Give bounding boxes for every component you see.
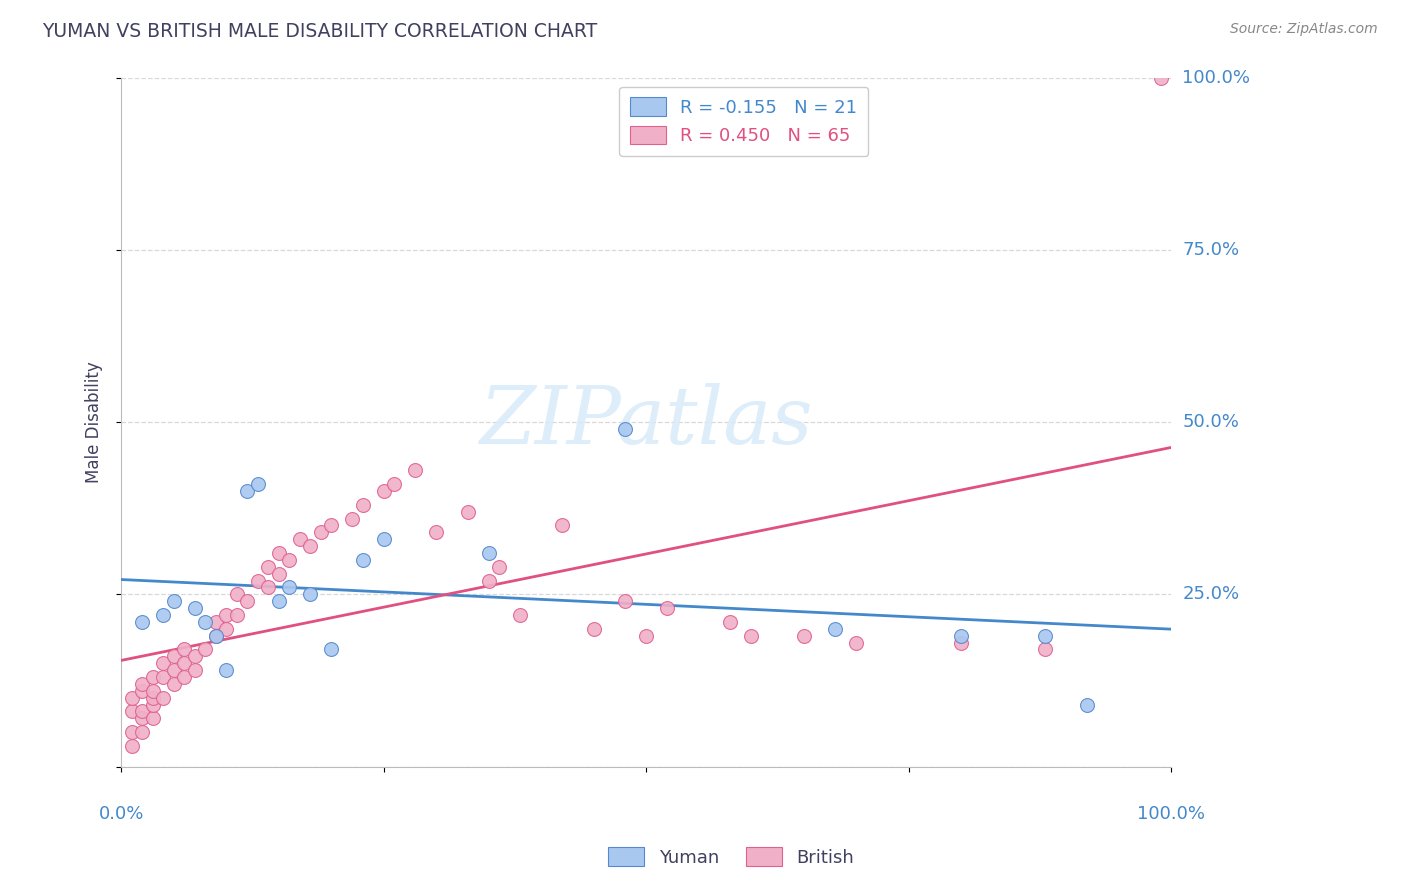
Point [142,670,165,684]
Point [194,615,217,629]
Point [131,705,153,719]
Point [373,532,395,546]
Point [152,690,174,705]
Point [142,698,165,712]
Point [551,518,574,533]
Point [215,622,238,636]
Point [614,594,637,608]
Point [582,622,605,636]
Point [478,546,501,560]
Text: 75.0%: 75.0% [1182,241,1240,259]
Point [457,505,479,519]
Text: 50.0%: 50.0% [1182,413,1239,431]
Point [131,615,153,629]
Point [299,587,322,601]
Point [509,607,531,622]
Point [184,663,207,677]
Point [142,690,165,705]
Text: ZIPatlas: ZIPatlas [479,384,813,461]
Legend: R = -0.155   N = 21, R = 0.450   N = 65: R = -0.155 N = 21, R = 0.450 N = 65 [619,87,869,156]
Point [194,642,217,657]
Point [215,663,238,677]
Point [321,642,343,657]
Point [950,629,973,643]
Point [152,670,174,684]
Text: 100.0%: 100.0% [1137,805,1205,823]
Point [257,581,280,595]
Point [163,663,186,677]
Point [131,725,153,739]
Point [131,677,153,691]
Point [257,559,280,574]
Legend: Yuman, British: Yuman, British [600,840,862,874]
Point [488,559,510,574]
Point [225,587,247,601]
Point [352,498,374,512]
Point [184,649,207,664]
Point [288,532,311,546]
Point [267,594,290,608]
Point [1150,70,1173,85]
Point [205,615,228,629]
Point [718,615,741,629]
Point [173,657,195,671]
Point [121,725,143,739]
Point [184,601,207,615]
Point [173,642,195,657]
Point [131,711,153,725]
Point [163,677,186,691]
Point [131,683,153,698]
Point [657,601,679,615]
Text: YUMAN VS BRITISH MALE DISABILITY CORRELATION CHART: YUMAN VS BRITISH MALE DISABILITY CORRELA… [42,22,598,41]
Point [382,477,405,491]
Point [142,683,165,698]
Point [1076,698,1098,712]
Point [163,649,186,664]
Point [142,711,165,725]
Point [121,690,143,705]
Text: 0.0%: 0.0% [98,805,143,823]
Point [342,511,364,525]
Point [205,629,228,643]
Point [278,581,301,595]
Point [614,422,637,436]
Point [173,670,195,684]
Point [404,463,426,477]
Point [425,525,447,540]
Point [1033,629,1056,643]
Point [121,739,143,753]
Point [163,594,186,608]
Point [740,629,762,643]
Point [152,607,174,622]
Point [352,553,374,567]
Point [225,607,247,622]
Point [309,525,332,540]
Point [373,483,395,498]
Text: Source: ZipAtlas.com: Source: ZipAtlas.com [1230,22,1378,37]
Point [152,657,174,671]
Point [636,629,658,643]
Point [246,574,269,588]
Point [205,629,228,643]
Text: 100.0%: 100.0% [1182,69,1250,87]
Point [299,539,322,553]
Point [478,574,501,588]
Point [1033,642,1056,657]
Point [121,705,143,719]
Point [267,546,290,560]
Point [236,483,259,498]
Text: 25.0%: 25.0% [1182,585,1240,603]
Point [278,553,301,567]
Point [267,566,290,581]
Point [215,607,238,622]
Point [950,635,973,649]
Y-axis label: Male Disability: Male Disability [86,361,103,483]
Point [793,629,815,643]
Point [321,518,343,533]
Point [236,594,259,608]
Point [845,635,868,649]
Point [246,477,269,491]
Point [824,622,846,636]
